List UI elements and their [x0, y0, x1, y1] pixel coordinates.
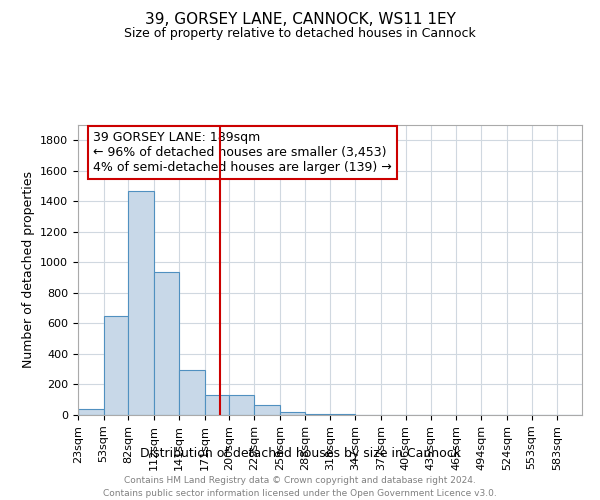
Bar	[154, 272, 179, 415]
Text: 39, GORSEY LANE, CANNOCK, WS11 1EY: 39, GORSEY LANE, CANNOCK, WS11 1EY	[145, 12, 455, 28]
Text: Size of property relative to detached houses in Cannock: Size of property relative to detached ho…	[124, 28, 476, 40]
Text: Contains HM Land Registry data © Crown copyright and database right 2024.: Contains HM Land Registry data © Crown c…	[124, 476, 476, 485]
Bar	[229, 395, 254, 415]
Bar	[331, 414, 355, 415]
Bar	[280, 412, 305, 415]
Text: Distribution of detached houses by size in Cannock: Distribution of detached houses by size …	[139, 448, 461, 460]
Bar	[254, 405, 280, 415]
Y-axis label: Number of detached properties: Number of detached properties	[22, 172, 35, 368]
Bar	[305, 414, 331, 415]
Text: Contains public sector information licensed under the Open Government Licence v3: Contains public sector information licen…	[103, 489, 497, 498]
Bar	[78, 409, 104, 415]
Bar	[179, 370, 205, 415]
Text: 39 GORSEY LANE: 189sqm
← 96% of detached houses are smaller (3,453)
4% of semi-d: 39 GORSEY LANE: 189sqm ← 96% of detached…	[93, 131, 392, 174]
Bar	[104, 316, 128, 415]
Bar	[205, 395, 229, 415]
Bar	[128, 190, 154, 415]
